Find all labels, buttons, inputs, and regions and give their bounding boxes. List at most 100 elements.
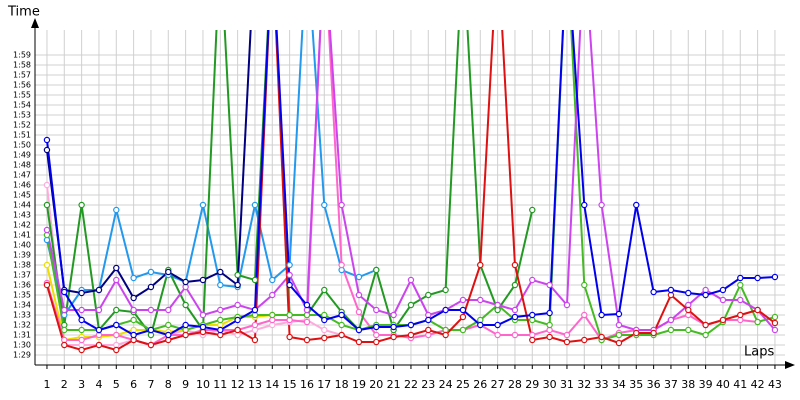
point [390,311,397,319]
point [373,338,380,346]
point [737,296,744,304]
point [165,268,172,276]
point [754,318,761,326]
y-tick-label: 1:43 [13,211,31,220]
point [78,336,85,344]
point [61,288,68,296]
point [615,321,623,329]
point [425,291,432,299]
point [78,346,85,354]
y-tick-label: 1:39 [13,251,31,260]
x-tick-label: 2 [61,378,68,391]
x-tick-label: 25 [456,378,470,391]
point [199,311,207,319]
y-axis-title: Time [7,5,40,20]
x-axis-title: Laps [744,345,774,360]
y-tick-label: 1:48 [13,161,31,170]
point [771,313,779,321]
point [494,301,501,309]
x-tick-label: 38 [681,378,695,391]
point [199,201,207,209]
point [130,274,137,282]
x-tick-label: 26 [473,378,487,391]
point [425,326,432,334]
point [771,326,779,334]
point [78,326,85,334]
point [199,276,207,284]
point [251,276,259,284]
x-tick-label: 21 [387,378,401,391]
y-tick-label: 1:42 [13,221,31,230]
point [633,201,640,209]
point [390,333,397,341]
point [321,316,328,324]
point [95,326,103,334]
y-tick-label: 1:44 [13,201,31,210]
point [355,291,363,299]
point [650,329,657,337]
point [373,323,380,331]
point [303,336,311,344]
point [130,316,137,324]
x-tick-label: 22 [404,378,418,391]
x-tick-label: 23 [421,378,435,391]
point [113,206,120,214]
point [338,311,345,319]
point [598,333,605,341]
x-tick-label: 6 [130,378,137,391]
point [130,306,137,314]
point [685,306,692,314]
x-tick-label: 11 [213,378,227,391]
point [43,201,51,209]
y-tick-label: 1:57 [13,71,31,80]
y-tick-label: 1:37 [13,271,31,280]
point [355,308,363,316]
point [182,321,189,329]
point [286,261,293,269]
x-tick-label: 12 [231,378,245,391]
y-tick-label: 1:52 [13,121,31,130]
x-tick-label: 13 [248,378,262,391]
x-tick-label: 30 [543,378,557,391]
x-tick-label: 19 [352,378,366,391]
point [338,261,345,269]
x-tick-label: 10 [196,378,210,391]
point [581,311,588,319]
point [459,313,467,321]
x-tick-label: 5 [113,378,120,391]
y-tick-label: 1:36 [13,281,31,290]
x-tick-label: 9 [182,378,189,391]
point [321,326,328,334]
y-tick-label: 1:30 [13,341,31,350]
point [113,276,120,284]
x-tick-label: 39 [699,378,713,391]
point [511,306,519,314]
point [581,281,588,289]
point [407,321,415,329]
point [581,201,588,209]
x-tick-label: 35 [629,378,643,391]
point [546,321,553,329]
point [546,281,553,289]
point [113,346,120,354]
x-tick-label: 42 [751,378,765,391]
point [581,336,588,344]
point [78,306,85,314]
point [355,338,363,346]
x-tick-label: 40 [716,378,730,391]
point [511,261,519,269]
point [147,341,155,349]
point [78,316,85,324]
point [43,281,51,289]
y-tick-label: 1:31 [13,331,31,340]
x-tick-label: 15 [283,378,297,391]
x-tick-label: 31 [560,378,574,391]
point [477,296,484,304]
point [61,341,68,349]
point [529,336,536,344]
point [563,301,571,309]
point [667,286,675,294]
point [78,289,85,297]
y-tick-label: 1:29 [13,351,31,360]
point [702,321,709,329]
